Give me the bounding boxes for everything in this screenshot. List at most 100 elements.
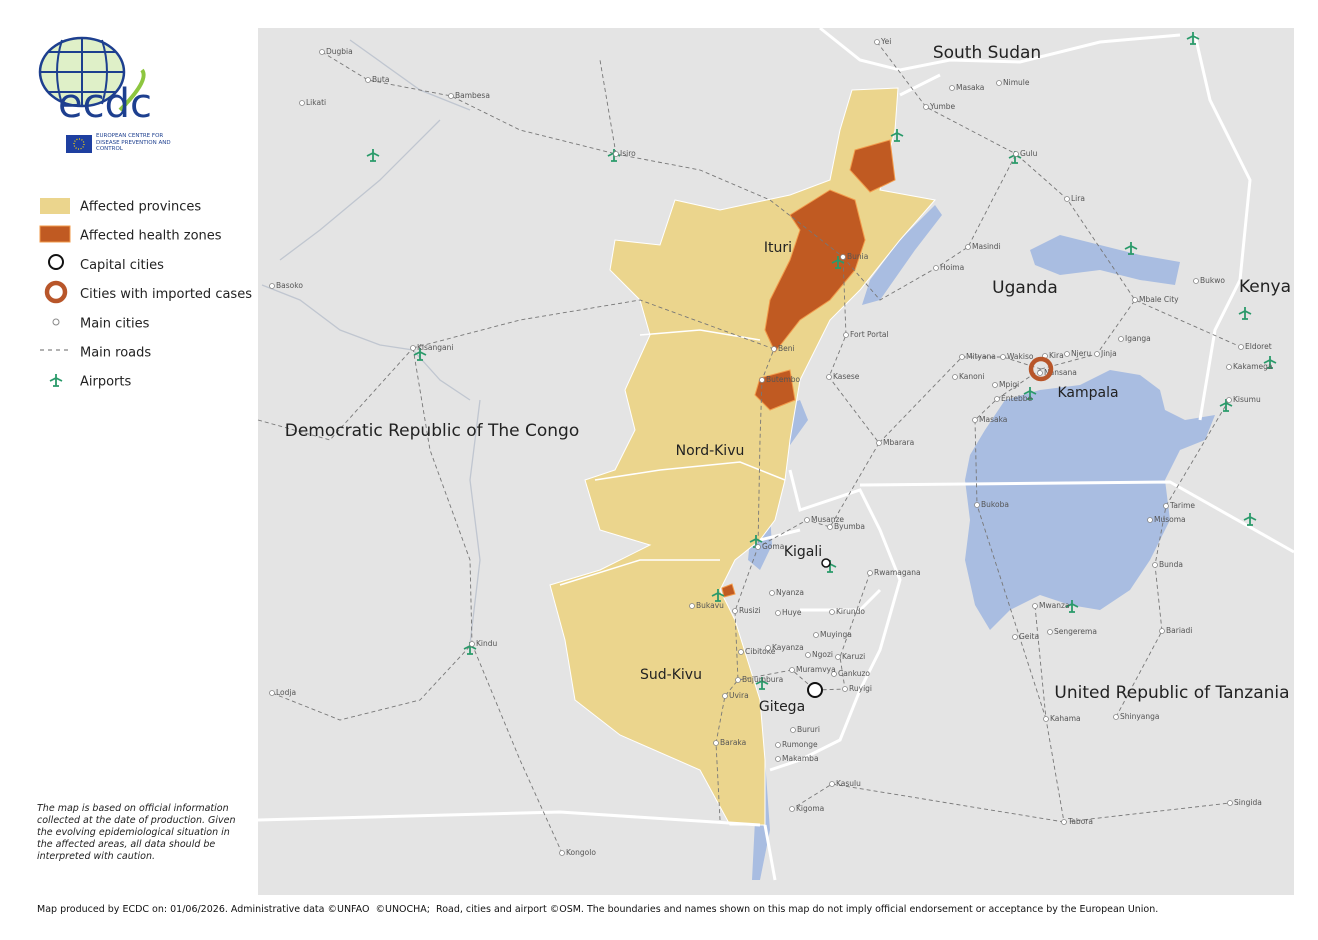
logo-subtitle: EUROPEAN CENTRE FOR DISEASE PREVENTION A… <box>96 133 171 152</box>
city-label: Jinja <box>1100 349 1117 358</box>
city-dot <box>826 374 832 380</box>
city-label: Masindi <box>972 242 1001 251</box>
legend-swatch <box>52 318 60 326</box>
city-dot <box>1032 603 1038 609</box>
city-dot <box>829 781 835 787</box>
health-zone <box>849 139 896 193</box>
city-label: Singida <box>1234 798 1262 807</box>
city-label: Lira <box>1071 194 1085 203</box>
capital-marker <box>821 558 831 568</box>
country-label: South Sudan <box>933 43 1041 63</box>
capital-label: Kampala <box>1057 385 1118 401</box>
city-dot <box>1147 517 1153 523</box>
lake <box>965 370 1215 630</box>
city-label: Yei <box>880 37 891 46</box>
city-label: Kindu <box>476 639 498 648</box>
city-label: Makamba <box>782 754 819 763</box>
city-label: Byumba <box>834 522 865 531</box>
city-label: Nansana <box>1044 368 1077 377</box>
city-label: Kongolo <box>566 848 596 857</box>
city-label: Uvira <box>729 691 749 700</box>
city-dot <box>755 544 761 550</box>
city-dot <box>965 244 971 250</box>
city-dot <box>952 374 958 380</box>
city-dot <box>448 93 454 99</box>
city-label: Likati <box>306 98 326 107</box>
capital-label: Kigali <box>784 544 822 560</box>
city-dot <box>933 265 939 271</box>
city-dot <box>1159 628 1165 634</box>
city-label: Mpigi <box>999 380 1019 389</box>
city-label: Cibitoke <box>745 647 776 656</box>
city-dot <box>831 671 837 677</box>
city-dot <box>790 727 796 733</box>
health-zone <box>764 189 866 353</box>
city-label: Kayanza <box>772 643 804 652</box>
city-dot <box>469 641 475 647</box>
airport-icon <box>1124 242 1138 255</box>
city-dot <box>1013 151 1019 157</box>
country-borders <box>257 26 1295 881</box>
legend-swatch <box>49 374 63 387</box>
city-dot <box>874 39 880 45</box>
city-label: Kira <box>1049 351 1064 360</box>
city-dot <box>771 346 777 352</box>
city-dot <box>759 377 765 383</box>
cities: Dugbia Buta Likati Bambesa Isiro Basoko Kisang… <box>269 37 1272 857</box>
airport-icon <box>711 589 725 602</box>
health-zone <box>754 369 796 411</box>
city-label: Cankuzo <box>838 669 870 678</box>
city-label: Geita <box>1019 632 1039 641</box>
city-label: Bukwo <box>1200 276 1225 285</box>
city-label: Shinyanga <box>1120 712 1160 721</box>
city-dot <box>722 693 728 699</box>
airport-icon <box>1065 600 1079 613</box>
legend-swatch <box>44 280 68 304</box>
legend-label: Main cities <box>80 316 150 331</box>
city-label: Fort Portal <box>850 330 889 339</box>
airport-icon <box>1243 513 1257 526</box>
city-dot <box>299 100 305 106</box>
airport-icon <box>831 256 845 269</box>
city-dot <box>1118 336 1124 342</box>
city-label: Masaka <box>956 83 984 92</box>
city-label: Ruyigi <box>849 684 872 693</box>
city-dot <box>992 382 998 388</box>
legend: Affected provinces Affected health zones C… <box>39 198 252 390</box>
city-dot <box>1064 351 1070 357</box>
city-dot <box>769 590 775 596</box>
city-dot <box>765 645 771 651</box>
city-label: Goma <box>762 542 784 551</box>
city-dot <box>789 806 795 812</box>
city-dot <box>1132 297 1138 303</box>
city-dot <box>1113 714 1119 720</box>
city-label: Bujumbura <box>742 675 783 684</box>
city-dot <box>713 740 719 746</box>
province-label: Ituri <box>764 240 792 256</box>
city-dot <box>775 756 781 762</box>
city-label: Karuzi <box>842 652 865 661</box>
city-label: Tarime <box>1169 501 1195 510</box>
city-dot <box>1226 397 1232 403</box>
city-dot <box>732 608 738 614</box>
city-label: Nyanza <box>776 588 804 597</box>
logo-subtitle-box: EUROPEAN CENTRE FOR DISEASE PREVENTION A… <box>96 133 171 152</box>
airport-icon <box>1219 399 1233 412</box>
city-label: Kigoma <box>796 804 824 813</box>
city-dot <box>829 609 835 615</box>
city-dot <box>996 80 1002 86</box>
lake <box>862 205 942 305</box>
city-label: Nimule <box>1003 78 1030 87</box>
city-label: Baraka <box>720 738 746 747</box>
city-label: Ngozi <box>812 650 833 659</box>
city-label: Yumbe <box>929 102 956 111</box>
city-dot <box>1061 819 1067 825</box>
city-label: Bukoba <box>981 500 1009 509</box>
city-label: Rwamagana <box>874 568 921 577</box>
city-label: Kahama <box>1050 714 1081 723</box>
lake <box>1030 235 1180 285</box>
city-dot <box>842 686 848 692</box>
city-dot <box>949 85 955 91</box>
